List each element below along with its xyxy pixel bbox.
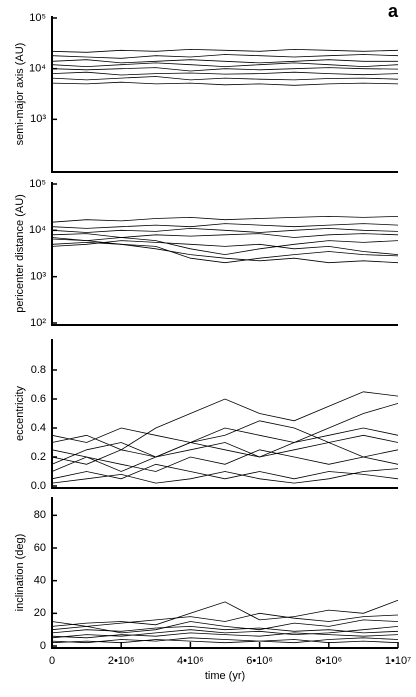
series-line	[51, 442, 399, 465]
series-line	[51, 599, 399, 627]
series-line	[51, 62, 399, 68]
series-line	[51, 420, 399, 472]
series-line	[51, 81, 399, 86]
y-tick-label: 0.8	[31, 364, 46, 376]
y-tick-label: 0.0	[31, 480, 46, 492]
series-line	[51, 468, 399, 484]
y-tick-label: 0.2	[31, 451, 46, 463]
x-tick-label: 8•10⁶	[315, 655, 342, 667]
series-line	[51, 227, 399, 233]
x-tick-label: 4•10⁶	[177, 655, 204, 667]
series-line	[51, 223, 399, 229]
y-axis-label: eccentricity	[14, 385, 26, 441]
y-tick-label: 10⁴	[29, 224, 46, 236]
series-line	[51, 637, 399, 644]
series-line	[51, 427, 399, 443]
x-axis-label: time (yr)	[205, 670, 245, 682]
series-line	[51, 67, 399, 72]
series-line	[51, 403, 399, 465]
y-tick-label: 10²	[30, 317, 46, 329]
y-axis-label: pericenter distance (AU)	[14, 194, 26, 313]
series-line	[51, 233, 399, 238]
y-tick-label: 0	[40, 640, 46, 652]
y-tick-label: 0.6	[31, 393, 46, 405]
panel-letter: a	[388, 1, 399, 21]
series-line	[51, 463, 399, 480]
y-tick-label: 80	[34, 509, 46, 521]
series-line	[51, 639, 399, 644]
series-line	[51, 632, 399, 639]
y-tick-label: 10⁴	[29, 63, 46, 75]
series-line	[51, 48, 399, 53]
series-line	[51, 215, 399, 223]
x-tick-label: 2•10⁶	[108, 655, 135, 667]
series-line	[51, 76, 399, 81]
series-line	[51, 71, 399, 76]
y-axis-label: inclination (deg)	[14, 534, 26, 612]
series-line	[51, 612, 399, 627]
series-line	[51, 625, 399, 634]
y-tick-label: 40	[34, 575, 46, 587]
series-line	[51, 237, 399, 264]
y-axis-label: semi-major axis (AU)	[14, 43, 26, 146]
y-tick-label: 10³	[30, 113, 46, 125]
series-line	[51, 54, 399, 59]
series-line	[51, 237, 399, 256]
series-line	[51, 59, 398, 64]
y-tick-label: 0.4	[31, 422, 46, 434]
series-line	[51, 241, 399, 264]
y-tick-label: 10³	[30, 271, 46, 283]
series-line	[51, 240, 399, 255]
x-tick-label: 6•10⁶	[246, 655, 273, 667]
y-tick-label: 60	[34, 542, 46, 554]
x-tick-label: 1•10⁷	[385, 655, 411, 667]
series-line	[51, 449, 399, 472]
y-tick-label: 20	[34, 607, 46, 619]
x-tick-label: 0	[49, 655, 55, 667]
y-tick-label: 10⁵	[29, 12, 46, 24]
y-tick-label: 10⁵	[29, 178, 46, 190]
